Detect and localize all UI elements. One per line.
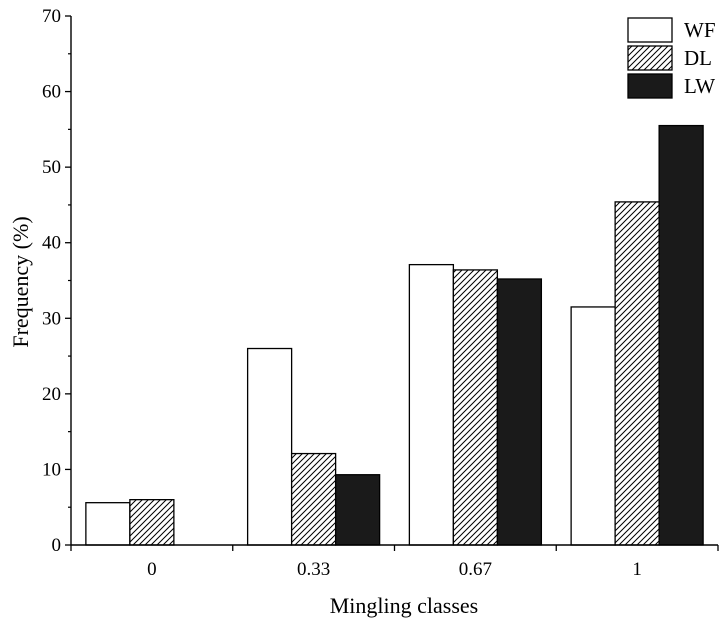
- legend-label-dl: DL: [684, 46, 712, 70]
- bar-wf-0: [85, 502, 131, 546]
- bars-group: [85, 124, 704, 546]
- bar-wf-1: [570, 306, 616, 546]
- legend-swatch-wf: [627, 17, 673, 43]
- legend: WF DL LW: [627, 17, 716, 99]
- x-axis-title: Mingling classes: [330, 593, 479, 618]
- bar-lw-0_33: [334, 474, 381, 546]
- bar-wf-0_67: [408, 263, 455, 546]
- x-tick-label: 0.67: [459, 559, 492, 580]
- bar-dl-1: [614, 201, 660, 546]
- y-tick-label: 20: [42, 384, 61, 405]
- y-tick-label: 0: [52, 535, 62, 556]
- x-tick-label: 0.33: [297, 559, 330, 580]
- y-tick-label: 50: [42, 157, 61, 178]
- legend-label-wf: WF: [684, 18, 716, 42]
- legend-label-lw: LW: [684, 74, 715, 98]
- bar-dl-0: [129, 499, 175, 546]
- bar-dl-0_67: [452, 269, 499, 546]
- bar-lw-1: [658, 124, 704, 546]
- bar-dl-0_33: [290, 452, 337, 546]
- legend-swatch-dl: [627, 45, 673, 71]
- x-tick-label: 1: [632, 559, 642, 580]
- legend-swatch-lw: [627, 73, 673, 99]
- x-tick-label: 0: [147, 559, 157, 580]
- y-tick-label: 10: [42, 459, 61, 480]
- axes-group: 0 10 20 30 40 50 60 70 0 0.33 0.67 1: [42, 6, 719, 580]
- y-tick-label: 70: [42, 6, 61, 27]
- y-tick-label: 30: [42, 308, 61, 329]
- bar-lw-0_67: [496, 278, 543, 546]
- y-tick-label: 60: [42, 82, 61, 103]
- y-axis-title: Frequency (%): [8, 216, 33, 347]
- y-tick-label: 40: [42, 233, 61, 254]
- bar-wf-0_33: [246, 347, 293, 546]
